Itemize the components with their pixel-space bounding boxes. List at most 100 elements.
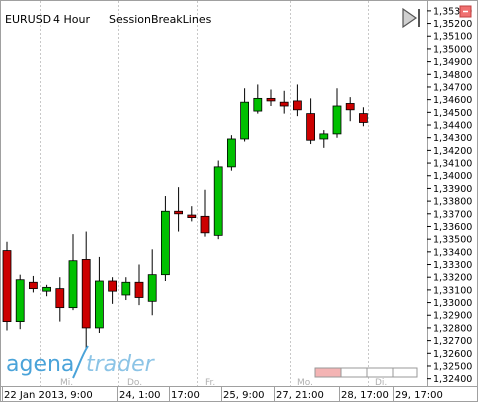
agenatrader-logo: agena trader	[6, 345, 156, 379]
price-tick-label: 1,33200	[433, 273, 472, 284]
candle[interactable]	[55, 277, 65, 322]
price-tick-label: 1,34400	[433, 121, 472, 132]
candle[interactable]	[226, 135, 236, 171]
candle-body	[15, 279, 25, 322]
price-tick-label: 1,34000	[433, 171, 472, 182]
session-label: Mo.	[297, 378, 313, 388]
candle[interactable]	[306, 98, 316, 145]
candle-body	[121, 281, 131, 296]
candle[interactable]	[28, 275, 38, 293]
session-label: Do.	[127, 378, 142, 388]
candle-body	[42, 286, 51, 292]
candle-body	[28, 281, 38, 290]
candle[interactable]	[121, 277, 131, 301]
session-labels: Mi. Do. Fr. Mo. Di.	[60, 378, 387, 388]
price-tick-label: 1,35300	[433, 6, 472, 17]
price-tick-label: 1,33700	[433, 209, 472, 220]
candle[interactable]	[174, 187, 184, 232]
price-tick-label: 1,32900	[433, 311, 472, 322]
price-tick-label: 1,33600	[433, 222, 472, 233]
collapse-icon[interactable]	[459, 5, 472, 18]
price-tick-label: 1,32400	[433, 374, 472, 385]
svg-text:trader: trader	[86, 352, 156, 377]
date-tick-label: 17:00	[171, 390, 200, 401]
price-tick-label: 1,34600	[433, 95, 472, 106]
chart-pager[interactable]	[314, 367, 418, 378]
session-label: Fr.	[205, 378, 215, 388]
price-tick-label: 1,35000	[433, 44, 472, 55]
timeframe-label: 4 Hour	[53, 13, 90, 26]
candle[interactable]	[358, 107, 368, 127]
candle[interactable]	[147, 249, 157, 316]
candle[interactable]	[187, 206, 197, 222]
candle[interactable]	[266, 89, 276, 106]
candle-body	[279, 101, 289, 107]
price-tick-label: 1,34500	[433, 108, 472, 119]
pager-box[interactable]	[340, 367, 368, 378]
candle[interactable]	[2, 241, 12, 331]
price-tick-label: 1,34300	[433, 133, 472, 144]
price-tick-label: 1,33900	[433, 184, 472, 195]
symbol-label: EURUSD	[5, 13, 51, 26]
date-tick-label: 24, 1:00	[119, 390, 161, 401]
candle[interactable]	[292, 84, 302, 117]
play-triangle-icon[interactable]	[402, 7, 420, 29]
candle[interactable]	[332, 88, 342, 138]
pager-box-active[interactable]	[314, 367, 342, 378]
price-tick-label: 1,35100	[433, 32, 472, 43]
price-tick-label: 1,32700	[433, 336, 472, 347]
candle[interactable]	[240, 88, 250, 142]
candle[interactable]	[108, 277, 117, 304]
price-tick-label: 1,33500	[433, 235, 472, 246]
indicator-label: SessionBreakLines	[109, 13, 212, 26]
candle-body	[2, 250, 12, 322]
candle-body	[55, 288, 65, 309]
candle[interactable]	[81, 231, 91, 349]
candle-body	[266, 97, 276, 102]
candlestick-series	[2, 84, 368, 349]
candle[interactable]	[15, 274, 25, 330]
candle-body	[332, 105, 342, 135]
price-tick-label: 1,34700	[433, 82, 472, 93]
session-label: Di.	[375, 378, 387, 388]
candle-body	[160, 210, 170, 276]
candle-body	[187, 214, 197, 218]
price-tick-label: 1,33400	[433, 247, 472, 258]
candle-body	[174, 210, 184, 215]
date-axis: 22 Jan 2013, 9:00 24, 1:00 17:00 25, 9:00 27…	[2, 387, 443, 401]
price-tick-label: 1,33000	[433, 298, 472, 309]
candle[interactable]	[345, 97, 355, 122]
candle-body	[292, 100, 302, 111]
candle[interactable]	[95, 256, 104, 334]
date-tick-label: 22 Jan 2013, 9:00	[4, 390, 93, 401]
pager-box[interactable]	[366, 367, 394, 378]
candle-body	[240, 101, 250, 140]
candle[interactable]	[134, 264, 144, 306]
candle-body	[95, 280, 104, 329]
candle-body	[147, 274, 157, 302]
date-tick-label: 29, 17:00	[395, 390, 443, 401]
price-tick-label: 1,35200	[433, 19, 472, 30]
price-tick-label: 1,33800	[433, 197, 472, 208]
candle[interactable]	[213, 160, 223, 240]
candle-body	[358, 113, 368, 123]
candle-body	[226, 138, 236, 168]
candle-body	[108, 280, 117, 292]
price-tick-label: 1,33300	[433, 260, 472, 271]
date-tick-label: 28, 17:00	[341, 390, 389, 401]
candle-body	[81, 259, 91, 329]
candle-body	[345, 103, 355, 111]
candle[interactable]	[253, 84, 263, 114]
candle[interactable]	[319, 130, 329, 148]
candle[interactable]	[160, 196, 170, 282]
candle[interactable]	[279, 90, 289, 114]
candle-body	[68, 260, 78, 309]
candle[interactable]	[42, 284, 51, 297]
price-tick-label: 1,34900	[433, 57, 472, 68]
candle[interactable]	[68, 234, 78, 311]
pager-box[interactable]	[392, 367, 418, 378]
candle-body	[213, 166, 223, 236]
candle[interactable]	[200, 189, 210, 237]
